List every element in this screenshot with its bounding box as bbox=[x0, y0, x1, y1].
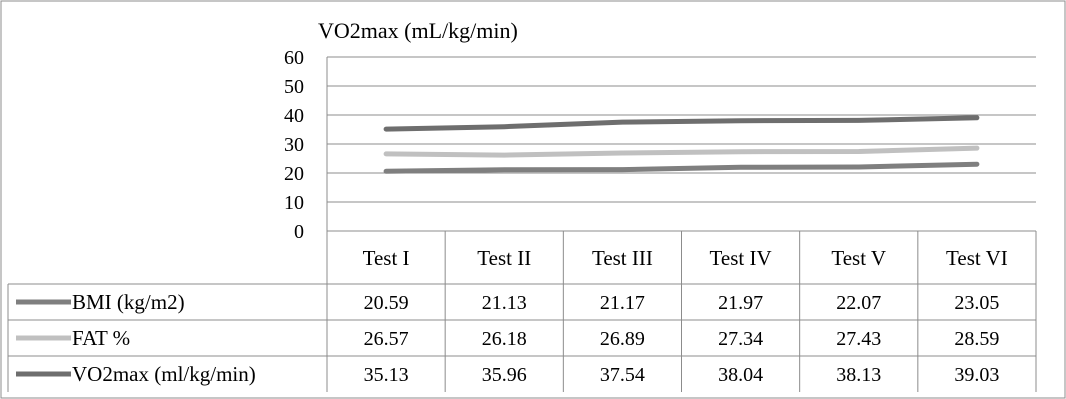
data-label: 35.13 bbox=[364, 364, 409, 386]
legend-label: BMI (kg/m2) bbox=[72, 290, 185, 314]
x-tick-label: Test II bbox=[477, 246, 531, 270]
data-label: 27.43 bbox=[836, 328, 881, 350]
data-label: 23.05 bbox=[954, 292, 999, 314]
data-label: 37.54 bbox=[600, 364, 645, 386]
data-label: 27.34 bbox=[718, 328, 763, 350]
data-label: 35.96 bbox=[482, 364, 527, 386]
data-label: 21.97 bbox=[718, 292, 763, 314]
data-label: 26.18 bbox=[482, 328, 527, 350]
data-label: 21.17 bbox=[600, 292, 645, 314]
series-line bbox=[383, 145, 980, 158]
series-line bbox=[383, 115, 980, 132]
data-label: 39.03 bbox=[954, 364, 999, 386]
x-tick-label: Test III bbox=[592, 246, 653, 270]
data-label: 20.59 bbox=[364, 292, 409, 314]
y-tick-label: 40 bbox=[284, 105, 304, 127]
data-table: Test I Test II Test III Test IV Test V Test V… bbox=[7, 230, 1037, 392]
y-tick-label: 0 bbox=[294, 221, 304, 243]
y-tick-label: 50 bbox=[284, 76, 304, 98]
y-tick-label: 60 bbox=[284, 47, 304, 69]
data-label: 21.13 bbox=[482, 292, 527, 314]
y-axis: 0 10 20 30 40 50 60 bbox=[284, 47, 328, 243]
chart-title: VO2max (mL/kg/min) bbox=[318, 18, 518, 43]
x-tick-label: Test V bbox=[831, 246, 886, 270]
data-label: 28.59 bbox=[954, 328, 999, 350]
data-label: 38.13 bbox=[836, 364, 881, 386]
data-label: 26.89 bbox=[600, 328, 645, 350]
data-label: 22.07 bbox=[836, 292, 881, 314]
series-line bbox=[383, 161, 980, 174]
y-tick-label: 20 bbox=[284, 163, 304, 185]
data-label: 38.04 bbox=[718, 364, 763, 386]
legend-label: VO2max (ml/kg/min) bbox=[72, 362, 256, 386]
data-label: 26.57 bbox=[364, 328, 409, 350]
x-tick-label: Test VI bbox=[946, 246, 1008, 270]
y-tick-label: 10 bbox=[284, 192, 304, 214]
y-tick-label: 30 bbox=[284, 134, 304, 156]
series-lines bbox=[383, 115, 980, 174]
x-tick-label: Test I bbox=[363, 246, 410, 270]
x-tick-label: Test IV bbox=[710, 246, 772, 270]
legend-label: FAT % bbox=[72, 326, 130, 350]
